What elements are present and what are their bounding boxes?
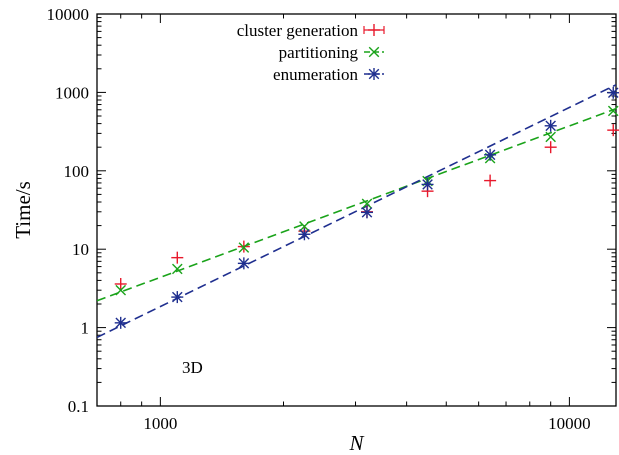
legend-label: enumeration: [273, 65, 358, 84]
enumeration-point: [171, 291, 184, 304]
legend-label: cluster generation: [237, 21, 359, 40]
y-tick-label: 10: [72, 240, 89, 259]
y-tick-label: 10000: [47, 5, 90, 24]
enumeration-point: [544, 119, 557, 132]
partitioning-fit-line: [97, 107, 616, 302]
cluster-generation-point: [114, 277, 127, 290]
annotation-3d: 3D: [182, 358, 203, 377]
enumeration-point: [114, 316, 127, 329]
partitioning-point: [115, 284, 127, 296]
plot-frame: [96, 13, 617, 407]
enumeration-point: [421, 178, 434, 191]
data-points: [114, 86, 619, 329]
x-tick-label: 10000: [548, 414, 591, 433]
axes: [96, 13, 617, 407]
partitioning-point: [299, 221, 310, 232]
cluster-generation-point: [171, 251, 184, 264]
legend-marker: [368, 68, 380, 80]
x-tick-label: 1000: [143, 414, 177, 433]
ticks: 0.1 1 10 100 1000 10000 1000 10000: [47, 5, 616, 433]
enumeration-point: [298, 228, 311, 241]
y-axis-label: Time/s: [11, 181, 35, 239]
partitioning-point: [545, 131, 556, 143]
x-axis-label: N: [348, 431, 364, 455]
y-tick-label: 1000: [55, 83, 89, 102]
cluster-generation-point: [607, 124, 619, 137]
legend-marker: [368, 46, 380, 58]
legend: cluster generation partitioning enumeratio…: [237, 21, 385, 84]
enumeration-point: [484, 148, 497, 161]
y-tick-label: 100: [64, 162, 90, 181]
enumeration-fit-line: [97, 84, 616, 339]
y-tick-label: 1: [81, 319, 90, 338]
enumeration-point: [360, 206, 373, 219]
fit-lines: [97, 84, 616, 339]
enumeration-point: [607, 86, 619, 99]
y-tick-label: 0.1: [68, 397, 89, 416]
partitioning-point: [607, 105, 619, 117]
legend-label: partitioning: [279, 43, 359, 62]
enumeration-point: [237, 257, 250, 270]
cluster-generation-point: [484, 174, 497, 187]
cluster-generation-point: [544, 141, 557, 154]
partitioning-point: [171, 263, 183, 275]
legend-marker: [368, 24, 380, 36]
partitioning-point: [238, 242, 250, 253]
partitioning-point: [361, 198, 373, 210]
